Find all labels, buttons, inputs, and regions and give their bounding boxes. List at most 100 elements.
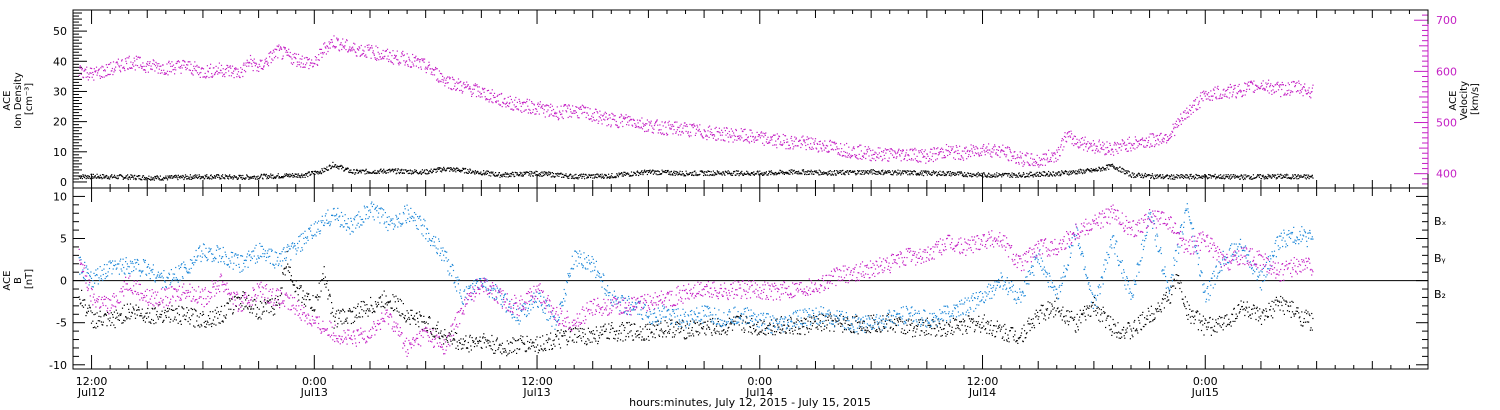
velocity-series-point (94, 70, 96, 72)
bx-series-point (157, 318, 159, 320)
bx-series-point (225, 314, 227, 316)
density-series-point (622, 173, 624, 175)
velocity-series-point (767, 136, 769, 138)
density-series-point (996, 176, 998, 178)
velocity-series-point (1232, 94, 1234, 96)
density-series-point (649, 171, 651, 173)
velocity-series-point (718, 127, 720, 129)
velocity-series-point (1126, 144, 1128, 146)
density-series-point (473, 171, 475, 173)
velocity-series-point (1275, 84, 1277, 86)
velocity-series-point (517, 109, 520, 111)
density-series-point (519, 171, 521, 173)
velocity-series-point (979, 152, 981, 154)
density-series-point (531, 172, 533, 174)
density-series-point (455, 168, 457, 170)
density-series-point (926, 174, 928, 176)
density-series-point (639, 172, 641, 174)
bx-series-point (244, 306, 246, 308)
velocity-series-point (1188, 116, 1190, 118)
velocity-series-point (738, 135, 740, 137)
velocity-series-point (1269, 86, 1271, 88)
density-series-point (325, 168, 327, 170)
velocity-series-point (1006, 147, 1008, 149)
density-series-point (635, 174, 638, 176)
velocity-series-point (97, 72, 99, 74)
density-series-point (165, 175, 167, 177)
density-series-point (288, 175, 290, 177)
density-series-point (822, 173, 824, 175)
velocity-series-point (295, 53, 297, 55)
velocity-series-point (1231, 96, 1233, 98)
density-series-point (345, 167, 347, 169)
density-series-point (863, 173, 865, 175)
velocity-series-point (1179, 121, 1181, 123)
velocity-series-point (564, 104, 567, 106)
velocity-series-point (750, 135, 752, 137)
velocity-series-point (1286, 90, 1288, 92)
density-series-point (947, 172, 949, 174)
density-series-point (517, 173, 519, 176)
density-series-point (1174, 178, 1176, 180)
velocity-series-point (194, 61, 196, 63)
density-series-point (516, 174, 518, 176)
velocity-series-point (573, 110, 575, 112)
density-series-point (1108, 168, 1110, 170)
density-series-point (295, 176, 297, 178)
density-series-point (422, 171, 425, 173)
density-series-point (1188, 178, 1191, 180)
density-series-point (459, 169, 461, 172)
velocity-series-point (421, 59, 423, 61)
velocity-series-point (420, 68, 422, 70)
density-series-point (905, 172, 907, 174)
velocity-series-point (358, 46, 360, 48)
density-series-point (865, 172, 867, 174)
velocity-series-point (412, 63, 414, 65)
density-series-point (667, 169, 669, 172)
velocity-series-point (668, 124, 670, 126)
velocity-series-point (879, 147, 881, 149)
velocity-series-point (881, 160, 883, 162)
velocity-series-point (1294, 86, 1296, 88)
density-series-point (271, 177, 273, 179)
density-series-point (194, 177, 196, 179)
velocity-series-point (1276, 83, 1278, 85)
density-series-point (1157, 177, 1159, 179)
density-series-point (917, 172, 919, 174)
density-series-point (892, 174, 894, 176)
velocity-series-point (640, 127, 642, 129)
density-series-point (640, 173, 642, 175)
density-series-point (727, 173, 729, 175)
velocity-series-point (1197, 108, 1199, 110)
velocity-series-point (1228, 86, 1230, 88)
velocity-series-point (1229, 83, 1231, 86)
density-series-point (756, 173, 758, 175)
velocity-series-point (1018, 161, 1020, 164)
velocity-series-point (496, 100, 498, 102)
density-series-point (1175, 176, 1177, 179)
density-series-point (1224, 176, 1227, 178)
velocity-series-point (679, 130, 681, 133)
bx-series-point (142, 319, 145, 322)
density-series-point (693, 174, 695, 177)
velocity-series-point (806, 136, 808, 138)
velocity-series-point (256, 70, 258, 72)
density-series-point (909, 174, 911, 176)
velocity-series-point (522, 101, 524, 103)
velocity-series-point (621, 115, 623, 117)
density-series-point (679, 170, 681, 172)
bx-series-point (123, 304, 125, 306)
density-series-point (180, 175, 182, 177)
density-series-point (881, 171, 883, 173)
velocity-series-point (704, 130, 706, 132)
density-series-point (699, 173, 701, 175)
density-series-point (1081, 169, 1083, 171)
velocity-series-point (175, 69, 177, 71)
velocity-series-point (272, 49, 274, 51)
velocity-series-point (1281, 81, 1283, 84)
velocity-series-point (882, 158, 884, 160)
density-series-point (1103, 168, 1105, 170)
density-series-point (349, 169, 351, 171)
